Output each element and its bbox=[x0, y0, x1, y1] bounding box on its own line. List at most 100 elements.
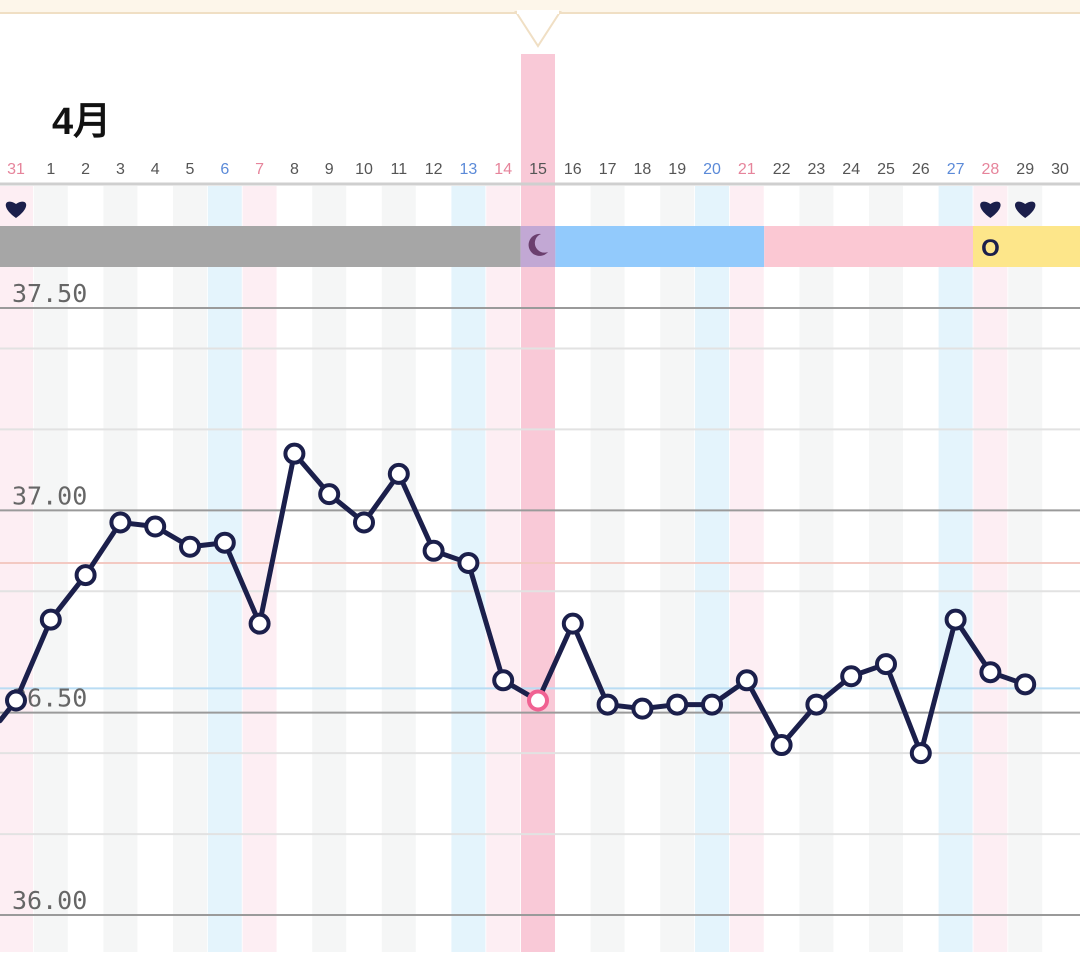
day-label: 12 bbox=[425, 161, 443, 178]
day-column-band bbox=[729, 186, 764, 952]
day-label: 10 bbox=[355, 161, 373, 178]
temperature-point bbox=[179, 535, 201, 558]
day-column-band bbox=[869, 186, 903, 952]
day-label: 2 bbox=[81, 161, 90, 178]
day-column-band bbox=[799, 186, 834, 952]
temperature-point bbox=[944, 608, 967, 631]
day-label: 18 bbox=[634, 161, 652, 178]
temperature-point bbox=[805, 693, 828, 716]
day-axis: 31 1 2 3 4 5 6 7 8 9 10 11 12 13 14 15 16 17 18 19 20 21 22 23 2… bbox=[0, 161, 1080, 186]
heart-markers bbox=[5, 201, 1036, 218]
day-label: 28 bbox=[982, 161, 1000, 178]
day-label: 1 bbox=[46, 161, 55, 178]
day-column-band bbox=[521, 186, 555, 952]
top-banner bbox=[0, 0, 1080, 48]
day-label: 25 bbox=[877, 161, 895, 178]
day-bands bbox=[0, 54, 1043, 952]
day-label: 16 bbox=[564, 161, 582, 178]
day-label: 4 bbox=[151, 161, 160, 178]
day-column-band bbox=[381, 186, 416, 952]
phase-segment bbox=[555, 226, 765, 267]
day-label: 19 bbox=[668, 161, 686, 178]
temperature-point bbox=[144, 515, 167, 538]
temperature-point bbox=[213, 531, 236, 554]
temperature-point bbox=[5, 689, 27, 712]
day-label: 22 bbox=[773, 161, 791, 178]
temperature-point bbox=[840, 665, 863, 688]
pointer-caret-gap bbox=[517, 10, 559, 14]
temperature-point bbox=[1014, 673, 1037, 696]
day-label: 31 bbox=[7, 161, 25, 178]
temperature-point bbox=[701, 693, 723, 716]
day-label: 11 bbox=[390, 161, 407, 178]
day-label: 3 bbox=[116, 161, 125, 178]
phase-segment bbox=[973, 226, 1080, 267]
day-column-band bbox=[973, 186, 1008, 952]
phase-bar: O bbox=[0, 226, 1080, 267]
temperature-series bbox=[0, 442, 1037, 765]
temperature-point bbox=[283, 442, 306, 465]
temperature-point bbox=[318, 483, 341, 506]
day-column-band bbox=[173, 186, 207, 952]
day-label: 27 bbox=[947, 161, 965, 178]
day-label: 21 bbox=[738, 161, 756, 178]
pointer-caret-icon bbox=[514, 11, 562, 48]
y-tick-label: 37.50 bbox=[12, 279, 87, 308]
phase-segment bbox=[520, 226, 556, 267]
y-tick-label: 37.00 bbox=[12, 481, 87, 510]
day-column-band bbox=[486, 186, 521, 952]
day-label: 5 bbox=[186, 161, 195, 178]
temperature-point bbox=[666, 693, 689, 716]
day-column-band bbox=[312, 186, 347, 952]
temperature-point bbox=[492, 669, 515, 692]
temperature-point bbox=[353, 511, 375, 534]
phase-segment bbox=[0, 226, 521, 267]
day-label: 30 bbox=[1051, 161, 1069, 178]
heart-icon bbox=[980, 201, 1001, 218]
temperature-point bbox=[909, 742, 932, 765]
heart-icon bbox=[1014, 201, 1036, 218]
temperature-point bbox=[770, 734, 793, 757]
moon-icon bbox=[528, 233, 548, 256]
day-label: 14 bbox=[494, 161, 512, 178]
day-column-band bbox=[33, 186, 68, 952]
selected-day-band bbox=[521, 54, 555, 186]
y-tick-label: 36.00 bbox=[12, 886, 87, 915]
day-label: 17 bbox=[599, 161, 617, 178]
temperature-point bbox=[39, 608, 62, 631]
day-column-band bbox=[103, 186, 138, 952]
temperature-point bbox=[631, 697, 654, 720]
heart-icon bbox=[5, 201, 27, 218]
day-column-band bbox=[0, 186, 33, 952]
temperature-point bbox=[457, 551, 480, 574]
day-column-band bbox=[1008, 186, 1043, 952]
temperature-point bbox=[109, 511, 132, 534]
temperature-point bbox=[248, 612, 271, 635]
temperature-point bbox=[387, 462, 410, 485]
day-label: 29 bbox=[1016, 161, 1034, 178]
temperature-point bbox=[74, 564, 97, 587]
day-column-band bbox=[590, 186, 625, 952]
phase-label: O bbox=[981, 235, 1000, 262]
day-label: 20 bbox=[703, 161, 721, 178]
day-label: 24 bbox=[842, 161, 860, 178]
temperature-point bbox=[735, 669, 758, 692]
day-label: 26 bbox=[912, 161, 930, 178]
grid-lines bbox=[0, 307, 1080, 916]
temperature-point bbox=[979, 661, 1002, 684]
day-column-band bbox=[660, 186, 695, 952]
temperature-point bbox=[422, 539, 445, 562]
day-label: 8 bbox=[290, 161, 299, 178]
month-title: 4月 bbox=[52, 101, 112, 143]
day-label: 7 bbox=[255, 161, 264, 178]
day-label: 6 bbox=[220, 161, 229, 178]
banner-strip bbox=[0, 0, 1080, 13]
day-label: 13 bbox=[460, 161, 478, 178]
day-column-band bbox=[938, 186, 973, 952]
day-column-band bbox=[695, 186, 729, 952]
day-label: 15 bbox=[529, 161, 547, 178]
temperature-point bbox=[596, 693, 619, 716]
day-label: 23 bbox=[808, 161, 826, 178]
day-label: 9 bbox=[325, 161, 334, 178]
